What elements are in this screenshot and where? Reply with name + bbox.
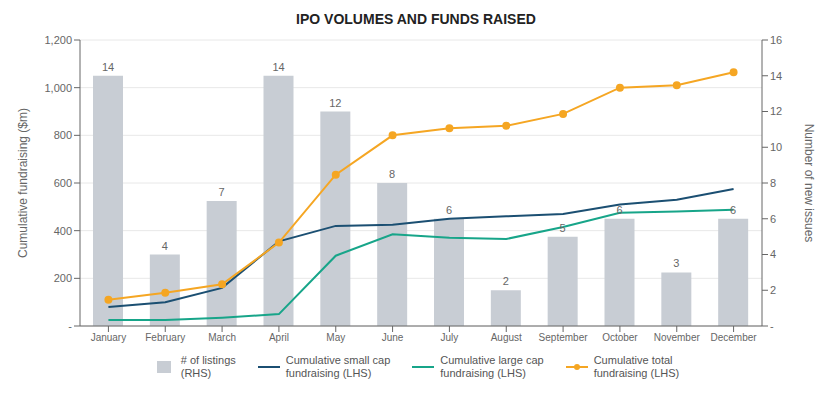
svg-text:September: September [539,332,589,343]
svg-text:June: June [382,332,404,343]
svg-text:1,000: 1,000 [44,82,72,94]
svg-text:10: 10 [770,141,782,153]
svg-text:January: January [91,332,127,343]
html-text:Cumulative total fundraising (: Cumulative total fundraising (LHS) [593,354,680,379]
svg-text:12: 12 [329,97,341,109]
svg-text:14: 14 [102,61,114,73]
svg-text:7: 7 [219,186,225,198]
svg-text:12: 12 [770,105,782,117]
svg-text:-: - [770,320,774,332]
svg-text:16: 16 [770,34,782,46]
svg-text:October: October [602,332,638,343]
svg-text:March: March [208,332,236,343]
svg-text:1,200: 1,200 [44,34,72,46]
html-text:IPO VOLUMES AND FUNDS RAISED: IPO VOLUMES AND FUNDS RAISED [296,11,536,27]
svg-text:Number of new issues: Number of new issues [802,124,816,243]
svg-text:200: 200 [54,272,72,284]
svg-text:6: 6 [770,213,776,225]
svg-text:April: April [269,332,289,343]
svg-text:November: November [654,332,701,343]
svg-text:August: August [491,332,522,343]
svg-text:May: May [326,332,345,343]
svg-text:8: 8 [770,177,776,189]
svg-text:December: December [711,332,758,343]
svg-text:6: 6 [446,204,452,216]
svg-text:400: 400 [54,225,72,237]
html-text:Cumulative large cap fundraisi: Cumulative large cap fundraising (LHS) [440,354,544,379]
svg-text:4: 4 [162,240,168,252]
svg-text:2: 2 [770,284,776,296]
svg-text:4: 4 [770,248,776,260]
svg-text:800: 800 [54,129,72,141]
svg-text:July: July [441,332,459,343]
html-text:# of listings (RHS): # of listings (RHS) [180,354,236,379]
svg-text:14: 14 [770,70,782,82]
svg-text:2: 2 [503,275,509,287]
svg-text:Cumulative fundraising ($m): Cumulative fundraising ($m) [16,108,30,258]
svg-text:6: 6 [616,204,622,216]
svg-text:8: 8 [389,168,395,180]
svg-text:6: 6 [730,204,736,216]
html-text:Cumulative small cap fundraisi: Cumulative small cap fundraising (LHS) [285,354,391,379]
svg-text:February: February [145,332,185,343]
svg-text:-: - [68,320,72,332]
svg-text:3: 3 [673,257,679,269]
svg-text:5: 5 [560,222,566,234]
svg-text:14: 14 [272,61,284,73]
svg-text:600: 600 [54,177,72,189]
